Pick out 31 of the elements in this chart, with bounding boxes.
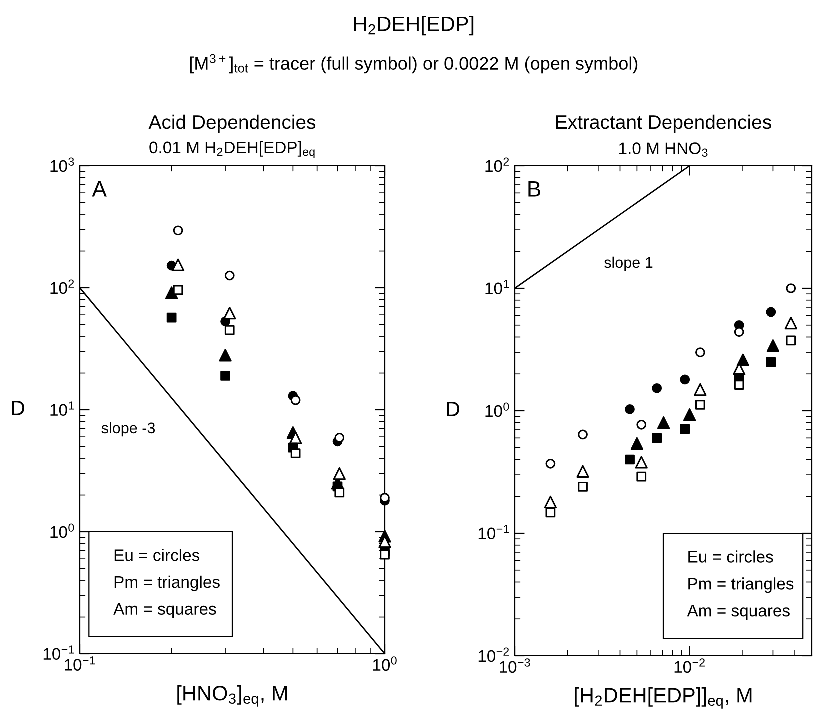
annotation: Am = squares: [114, 603, 216, 618]
annotation: B: [528, 182, 541, 197]
y-tick-label: 10$^{2}$: [486, 158, 510, 172]
text: H$_{2}$DEH[EDP]: [354, 16, 474, 36]
x-axis-title: [HNO$_{3}$]$_{eq}$, M: [178, 686, 288, 707]
chart-subtitle: 0.01 M H$_{2}$DEH[EDP]$_{eq}$: [150, 141, 315, 158]
y-tick-label: 10$^{2}$: [50, 280, 74, 294]
x-tick-label: 10$^{−2}$: [674, 658, 705, 674]
y-axis-title: D: [447, 402, 460, 416]
chart-title: Acid Dependencies: [148, 114, 316, 134]
chart-subtitle: 1.0 M HNO$_{3}$: [620, 142, 708, 158]
annotation: A: [92, 181, 107, 197]
annotation: Eu = circles: [114, 549, 200, 562]
annotation: slope 1: [604, 256, 653, 272]
text: [M$^{3+}$]$_{tot}$ = tracer (full symbol) or 0.0022 M (open symbol): [190, 54, 638, 74]
y-tick-label: 10$^{0}$: [50, 524, 74, 538]
y-tick-label: 10$^{1}$: [50, 402, 74, 416]
chart-title: Extractant Dependencies: [556, 114, 772, 134]
y-tick-label: 10$^{0}$: [486, 402, 510, 418]
annotation: slope -3: [102, 422, 156, 437]
y-tick-label: 10$^{−1}$: [478, 525, 510, 540]
x-tick-label: 10$^{−3}$: [500, 658, 530, 674]
x-axis-title: [H$_{2}$DEH[EDP]]$_{eq}$, M: [575, 688, 752, 709]
x-tick-label: 10$^{0}$: [373, 656, 397, 672]
y-tick-label: 10$^{3}$: [50, 158, 74, 172]
annotation: Pm = triangles: [114, 576, 220, 592]
y-axis-title: D: [12, 401, 25, 416]
y-tick-label: 10$^{1}$: [486, 280, 510, 295]
annotation: Pm = triangles: [688, 578, 794, 594]
annotation: Eu = circles: [688, 550, 774, 563]
annotation: Am = squares: [687, 605, 790, 620]
